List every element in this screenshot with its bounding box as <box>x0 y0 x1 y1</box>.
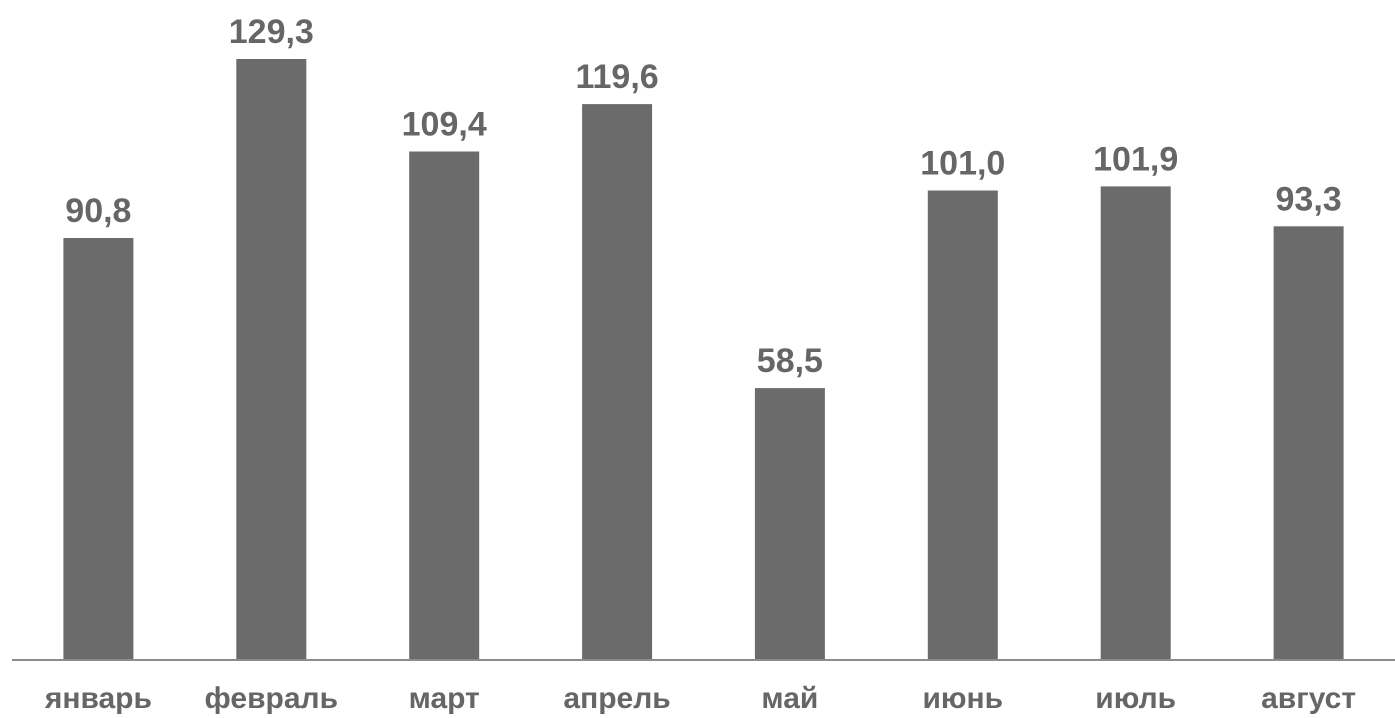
x-tick-label-7: август <box>1261 682 1356 715</box>
bar-3 <box>582 104 653 661</box>
bar-1 <box>236 59 307 660</box>
bar-0 <box>63 238 134 660</box>
x-tick-label-3: апрель <box>563 682 670 715</box>
bar-6 <box>1100 186 1171 660</box>
value-label-5: 101,0 <box>920 145 1005 183</box>
x-tick-label-5: июнь <box>922 682 1003 715</box>
value-label-2: 109,4 <box>402 106 487 144</box>
bar-5 <box>927 190 998 660</box>
bar-7 <box>1273 226 1344 661</box>
x-tick-label-4: май <box>761 682 818 715</box>
value-label-0: 90,8 <box>65 192 131 230</box>
value-label-7: 93,3 <box>1276 180 1342 218</box>
x-tick-label-2: март <box>409 682 480 715</box>
value-label-4: 58,5 <box>757 342 823 380</box>
x-tick-label-1: февраль <box>205 682 339 715</box>
value-label-6: 101,9 <box>1093 140 1178 178</box>
x-tick-labels-group: январь февраль март апрель май июнь июль август <box>44 682 1356 715</box>
bar-2 <box>409 151 480 660</box>
value-label-1: 129,3 <box>229 13 314 51</box>
bar-4 <box>754 388 825 660</box>
value-labels-group: 90,8 129,3 109,4 119,6 58,5 101,0 101,9 93,3 <box>65 13 1341 380</box>
bars-group <box>63 59 1344 661</box>
x-tick-label-6: июль <box>1095 682 1176 715</box>
x-tick-label-0: январь <box>44 682 152 715</box>
value-label-3: 119,6 <box>575 58 658 96</box>
